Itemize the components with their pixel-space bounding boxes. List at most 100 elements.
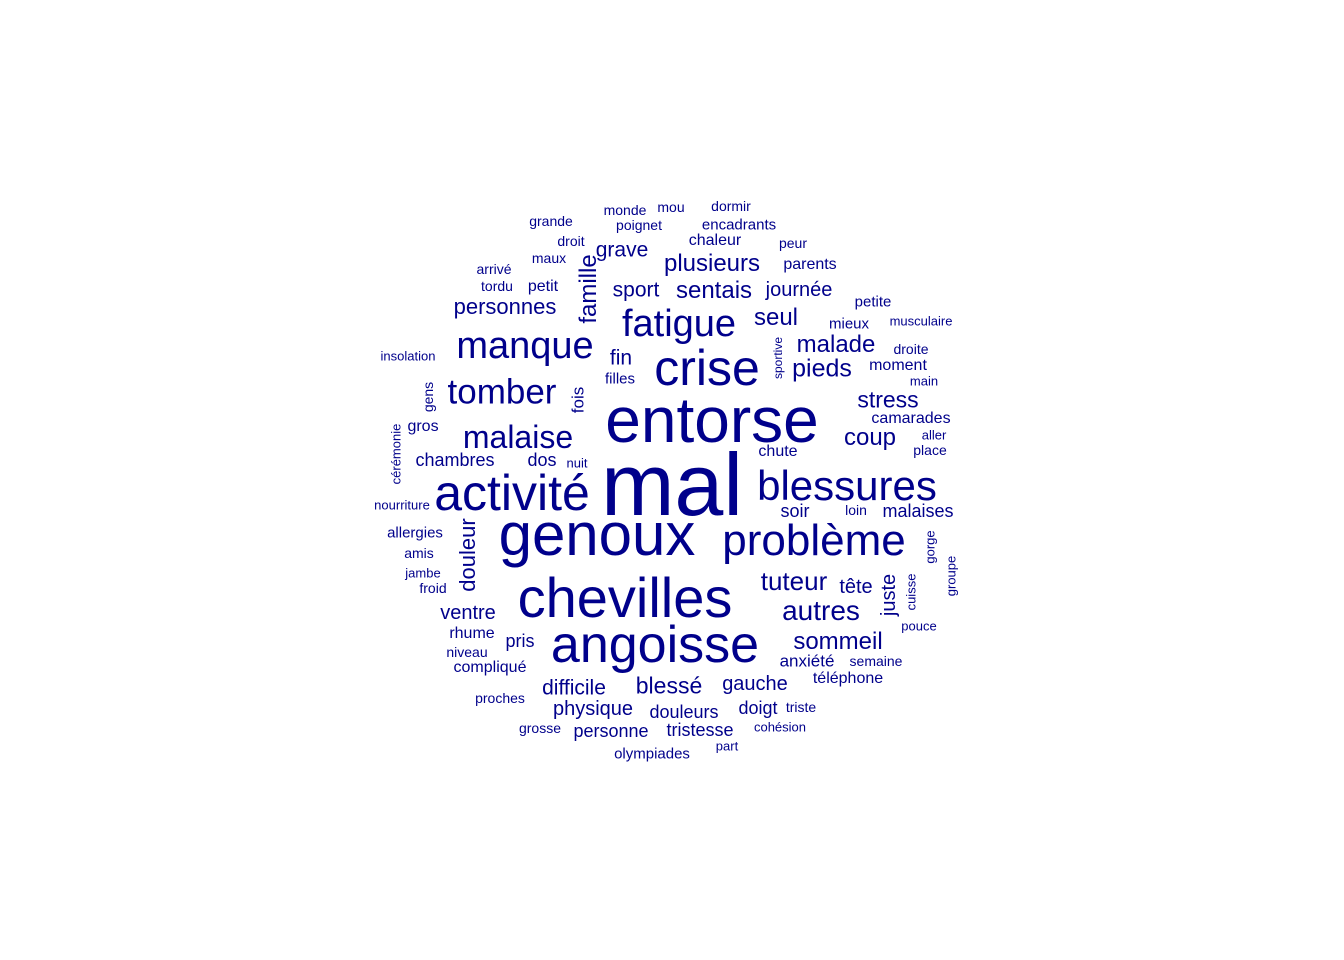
word-probleme: problème [722,516,906,565]
word-difficile: difficile [542,676,606,700]
word-angoisse: angoisse [550,616,760,674]
word-manque: manque [456,325,594,367]
word-mieux: mieux [828,315,870,333]
word-anxiete: anxiété [779,651,835,671]
word-parents: parents [783,256,837,273]
word-malaises: malaises [882,501,954,521]
word-complique: compliqué [453,659,527,676]
word-malaise: malaise [462,419,574,455]
word-blesse: blessé [635,672,703,699]
word-nourriture: nourriture [374,497,430,513]
word-pris: pris [505,631,535,651]
word-entorse: entorse [605,384,819,456]
word-coup: coup [843,424,897,451]
word-mal: mal [601,435,743,534]
word-petit: petit [527,278,559,295]
word-monde: monde [603,202,647,218]
word-blessures: blessures [757,462,937,509]
word-tordu: tordu [481,278,513,294]
word-sportive: sportive [771,336,785,380]
word-gens: gens [420,381,436,413]
word-sport: sport [612,278,660,302]
word-chute: chute [758,443,798,460]
word-douleur: douleur [455,518,480,592]
word-dos: dos [527,450,557,470]
word-personnes: personnes [453,294,557,319]
word-douleurs: douleurs [649,702,719,722]
word-maux: maux [531,250,567,266]
word-journee: journée [765,279,833,301]
word-plusieurs: plusieurs [663,250,761,277]
word-encadrants: encadrants [701,216,777,234]
word-filles: filles [604,370,636,388]
word-tomber: tomber [447,372,557,412]
word-camarades: camarades [871,410,951,427]
word-semaine: semaine [849,653,903,669]
word-famille: famille [575,254,602,324]
word-pieds: pieds [792,354,852,383]
word-grande: grande [529,213,573,229]
word-chambres: chambres [415,450,495,470]
word-crise: crise [654,340,760,396]
word-physique: physique [552,698,634,720]
word-soir: soir [780,501,810,521]
word-juste: juste [878,573,900,617]
word-mou: mou [657,199,685,215]
word-froid: froid [419,580,447,596]
word-fois: fois [568,386,588,414]
word-tete: tête [839,576,873,598]
word-droit: droit [557,233,585,249]
word-cohesion: cohésion [753,719,807,735]
word-droite: droite [893,341,929,357]
word-malade: malade [796,331,876,358]
word-rhume: rhume [449,625,495,642]
word-sentais: sentais [675,277,753,304]
word-autres: autres [782,595,860,626]
word-olympiades: olympiades [614,745,690,763]
word-grave: grave [595,238,649,262]
word-stress: stress [857,386,919,413]
word-moment: moment [869,357,927,374]
word-petite: petite [854,293,892,311]
word-activite: activité [434,465,590,521]
word-main: main [909,373,939,389]
word-jambe: jambe [405,565,441,581]
word-genoux: genoux [498,501,696,568]
word-doigt: doigt [738,698,778,718]
word-arrive: arrivé [476,261,512,277]
word-nuit: nuit [566,455,588,471]
word-personne: personne [573,721,649,741]
word-pouce: pouce [901,618,937,634]
word-cuisse: cuisse [903,573,919,611]
word-allergies: allergies [387,524,443,542]
word-gorge: gorge [922,530,938,564]
word-musculaire: musculaire [889,313,953,329]
word-seul: seul [753,304,799,331]
word-gauche: gauche [722,673,788,695]
word-telephone: téléphone [812,670,884,687]
word-chevilles: chevilles [517,566,733,629]
word-niveau: niveau [446,644,488,660]
word-proches: proches [475,690,525,706]
word-grosse: grosse [518,720,562,736]
word-aller: aller [921,427,947,443]
word-gros: gros [407,418,439,435]
word-groupe: groupe [943,555,959,597]
word-tuteur: tuteur [760,566,828,596]
word-poignet: poignet [616,217,662,233]
word-tristesse: tristesse [666,720,734,740]
word-part: part [715,738,739,754]
word-triste: triste [785,699,817,715]
word-ceremonie: cérémonie [388,423,404,485]
word-fatigue: fatigue [621,303,737,345]
word-loin: loin [845,502,867,518]
word-fin: fin [609,346,633,370]
word-place: place [913,442,947,458]
word-insolation: insolation [380,348,436,364]
word-amis: amis [404,545,434,561]
word-chaleur: chaleur [688,232,742,249]
word-peur: peur [778,235,808,251]
word-sommeil: sommeil [793,628,883,655]
word-ventre: ventre [440,602,496,624]
